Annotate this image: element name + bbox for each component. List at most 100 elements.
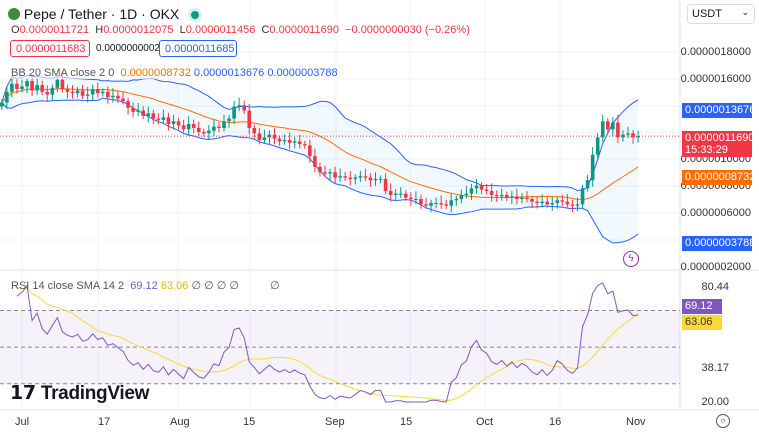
candle bbox=[186, 123, 191, 130]
candle bbox=[247, 110, 252, 128]
settings-icon[interactable]: ○ bbox=[716, 414, 730, 428]
candle bbox=[40, 85, 44, 92]
buy-button[interactable]: 0.0000011685 bbox=[159, 40, 237, 57]
candle bbox=[141, 110, 145, 116]
candle bbox=[449, 200, 454, 206]
candle bbox=[227, 118, 231, 122]
candle bbox=[383, 178, 388, 191]
candle bbox=[171, 121, 176, 124]
candle bbox=[85, 94, 90, 96]
sell-button[interactable]: 0.0000011683 bbox=[10, 40, 90, 57]
bb-lower-tag: 0.0000003788 bbox=[682, 236, 755, 251]
candle bbox=[636, 136, 640, 138]
candle bbox=[404, 193, 408, 198]
candle bbox=[338, 176, 342, 178]
candle bbox=[530, 199, 534, 202]
rsi-line bbox=[16, 282, 639, 403]
time-axis-label: Nov bbox=[626, 416, 646, 428]
candle bbox=[75, 90, 80, 94]
candle bbox=[585, 180, 590, 189]
candle bbox=[565, 201, 570, 205]
candle bbox=[35, 85, 39, 91]
candle bbox=[424, 204, 428, 206]
candle bbox=[580, 188, 585, 205]
candle bbox=[106, 91, 110, 98]
candle bbox=[297, 141, 302, 145]
price-axis-label: 0.0000006000 bbox=[680, 207, 751, 219]
candle bbox=[136, 110, 140, 112]
candle bbox=[202, 132, 206, 134]
bb-legend[interactable]: BB 20 SMA close 2 0 0.0000008732 0.00000… bbox=[11, 67, 338, 79]
candle bbox=[10, 83, 14, 92]
candle bbox=[191, 123, 196, 128]
candle bbox=[282, 140, 287, 142]
candle bbox=[267, 134, 272, 138]
candle bbox=[212, 126, 216, 131]
price-axis-label: 0.0000016000 bbox=[680, 73, 751, 85]
candle bbox=[146, 113, 151, 116]
candle bbox=[414, 199, 418, 200]
candle bbox=[207, 130, 211, 134]
candle bbox=[176, 121, 181, 126]
bb-band-fill bbox=[1, 75, 639, 244]
candle bbox=[151, 113, 156, 119]
spread-value: 0.0000000002 bbox=[96, 43, 160, 54]
candle bbox=[459, 194, 464, 199]
candle bbox=[515, 196, 519, 199]
currency-select[interactable]: USDT ⌄ bbox=[687, 4, 755, 24]
candle bbox=[540, 201, 544, 204]
candle bbox=[560, 200, 565, 202]
candle bbox=[474, 185, 479, 189]
candle bbox=[419, 199, 423, 205]
candle bbox=[626, 133, 630, 135]
chevron-down-icon: ⌄ bbox=[741, 7, 749, 17]
candle bbox=[55, 79, 60, 88]
rsi-axis-label: 80.44 bbox=[701, 281, 729, 293]
candle bbox=[570, 204, 575, 206]
candle bbox=[499, 194, 504, 197]
candle bbox=[303, 144, 307, 146]
candle bbox=[65, 89, 70, 92]
time-axis-label: Sep bbox=[325, 416, 345, 428]
time-axis-label: Jul bbox=[15, 416, 30, 428]
candle bbox=[555, 200, 560, 204]
candle bbox=[429, 203, 433, 206]
candle bbox=[454, 199, 459, 201]
ohlc-legend: O0.0000011721 H0.0000012075 L0.000001145… bbox=[11, 24, 470, 36]
candle bbox=[116, 95, 120, 99]
candle bbox=[60, 79, 65, 90]
candle bbox=[520, 197, 524, 199]
symbol-title[interactable]: Pepe / Tether · 1D · OKX bbox=[8, 6, 200, 22]
candle bbox=[550, 203, 555, 205]
candle bbox=[45, 91, 50, 95]
candle bbox=[277, 138, 282, 142]
candle bbox=[434, 203, 438, 205]
candle bbox=[606, 121, 610, 130]
lightning-icon[interactable]: ϟ bbox=[623, 251, 639, 267]
candle bbox=[439, 203, 443, 205]
rsi-axis-label: 20.00 bbox=[701, 396, 729, 408]
rsi-legend[interactable]: RSI 14 close SMA 14 2 69.12 63.06 ∅ ∅ ∅ … bbox=[11, 280, 280, 292]
candle bbox=[348, 177, 353, 179]
candle bbox=[90, 89, 95, 95]
bb-upper-line bbox=[1, 74, 639, 192]
candle bbox=[126, 101, 130, 108]
candle bbox=[272, 134, 277, 139]
candle bbox=[333, 172, 337, 178]
candle bbox=[111, 95, 115, 98]
candle bbox=[328, 172, 332, 174]
candle bbox=[393, 193, 398, 195]
candle bbox=[156, 118, 161, 120]
candle bbox=[611, 122, 615, 130]
candle bbox=[80, 90, 85, 96]
candle bbox=[323, 172, 327, 174]
candle bbox=[20, 86, 24, 90]
candle bbox=[464, 193, 469, 195]
candle bbox=[525, 197, 529, 199]
candle bbox=[595, 137, 600, 155]
candle bbox=[217, 126, 221, 128]
candle bbox=[313, 156, 317, 167]
candle bbox=[590, 154, 595, 181]
candle bbox=[409, 197, 413, 199]
